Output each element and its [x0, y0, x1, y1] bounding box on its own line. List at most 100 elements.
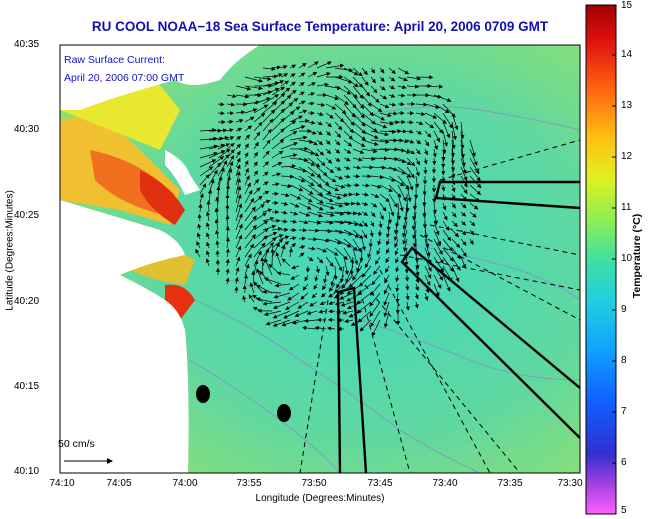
current-vector [379, 184, 394, 192]
current-vector [244, 263, 250, 276]
current-vector [370, 193, 380, 198]
current-vector [343, 201, 356, 206]
current-vector [397, 148, 411, 154]
current-vector [422, 193, 427, 207]
current-vector [271, 226, 283, 232]
current-vector [215, 229, 220, 240]
current-vector [343, 238, 358, 251]
current-vector [262, 81, 280, 87]
current-vector [271, 242, 280, 258]
current-vector [441, 184, 446, 192]
current-vector [361, 192, 369, 197]
current-vector [424, 148, 428, 156]
current-vector [379, 193, 390, 203]
current-vector [289, 73, 296, 78]
current-vector [280, 142, 298, 150]
current-vector [412, 229, 418, 248]
current-vector [406, 166, 415, 179]
current-vector [316, 175, 330, 186]
current-vector [370, 103, 383, 113]
current-vector [397, 184, 407, 202]
current-vector [325, 220, 345, 225]
current-vector [451, 202, 456, 209]
colorbar-tick: 13 [621, 100, 633, 111]
current-vector [343, 211, 358, 216]
current-vector [361, 121, 378, 132]
current-vector [352, 211, 363, 216]
current-vector [460, 157, 467, 175]
current-vector [414, 292, 419, 300]
current-vector [334, 157, 341, 162]
current-vector [271, 80, 285, 87]
current-vector [334, 238, 352, 248]
current-vector [352, 265, 363, 281]
current-vector [361, 220, 368, 227]
current-vector [316, 72, 331, 78]
current-vector [352, 103, 365, 119]
current-vector [235, 223, 243, 240]
current-vector [415, 175, 420, 189]
current-vector [325, 193, 342, 200]
current-vector [271, 191, 279, 196]
current-vector [334, 211, 352, 216]
current-vector [334, 94, 349, 105]
current-vector [383, 283, 390, 295]
current-vector [298, 236, 307, 241]
current-vector [397, 85, 407, 90]
map-frame [59, 44, 581, 474]
current-vector [469, 202, 479, 210]
current-vector [208, 136, 224, 141]
current-vector [460, 139, 465, 159]
current-vector [253, 170, 259, 177]
current-vector [379, 202, 387, 212]
current-vector [226, 136, 235, 141]
current-vector [386, 220, 391, 231]
current-vector [433, 94, 452, 102]
current-vector [370, 139, 390, 144]
current-vector [316, 61, 332, 69]
current-vector [442, 229, 452, 242]
current-vector [235, 85, 252, 91]
colorbar-ticks [612, 4, 616, 464]
current-vector [442, 139, 447, 155]
current-vector [235, 110, 246, 115]
current-vector [253, 76, 272, 81]
current-vector [383, 292, 390, 306]
current-vector [300, 292, 309, 300]
current-vector [276, 271, 291, 276]
current-vector [225, 237, 230, 249]
x-tick: 73:30 [557, 478, 583, 489]
current-vector [280, 219, 288, 224]
current-vector [451, 256, 461, 271]
current-vector [298, 211, 311, 217]
current-vector [244, 134, 251, 141]
current-vector [423, 166, 428, 175]
current-vector [244, 243, 254, 258]
current-vector [406, 157, 416, 167]
current-vector [298, 63, 307, 69]
current-vector [242, 295, 247, 303]
current-vector [397, 93, 406, 98]
current-vector [356, 256, 363, 273]
current-vector [451, 220, 458, 228]
current-vector [414, 301, 419, 309]
current-vector [406, 139, 415, 144]
current-vector [307, 148, 320, 157]
current-vector [342, 310, 354, 315]
current-vector [395, 292, 400, 304]
current-vector [271, 108, 285, 123]
current-vector [451, 184, 456, 193]
current-vector [217, 111, 225, 116]
current-vector [199, 193, 204, 204]
current-vector [333, 265, 338, 281]
current-vector [314, 274, 319, 282]
current-vector [289, 135, 308, 141]
current-vector [262, 171, 269, 177]
current-vector [253, 131, 261, 141]
current-vector [343, 220, 359, 226]
colorbar [585, 4, 617, 515]
current-vector [316, 82, 329, 87]
current-vector [451, 121, 457, 141]
current-vector [396, 202, 402, 221]
current-vector [235, 150, 241, 159]
